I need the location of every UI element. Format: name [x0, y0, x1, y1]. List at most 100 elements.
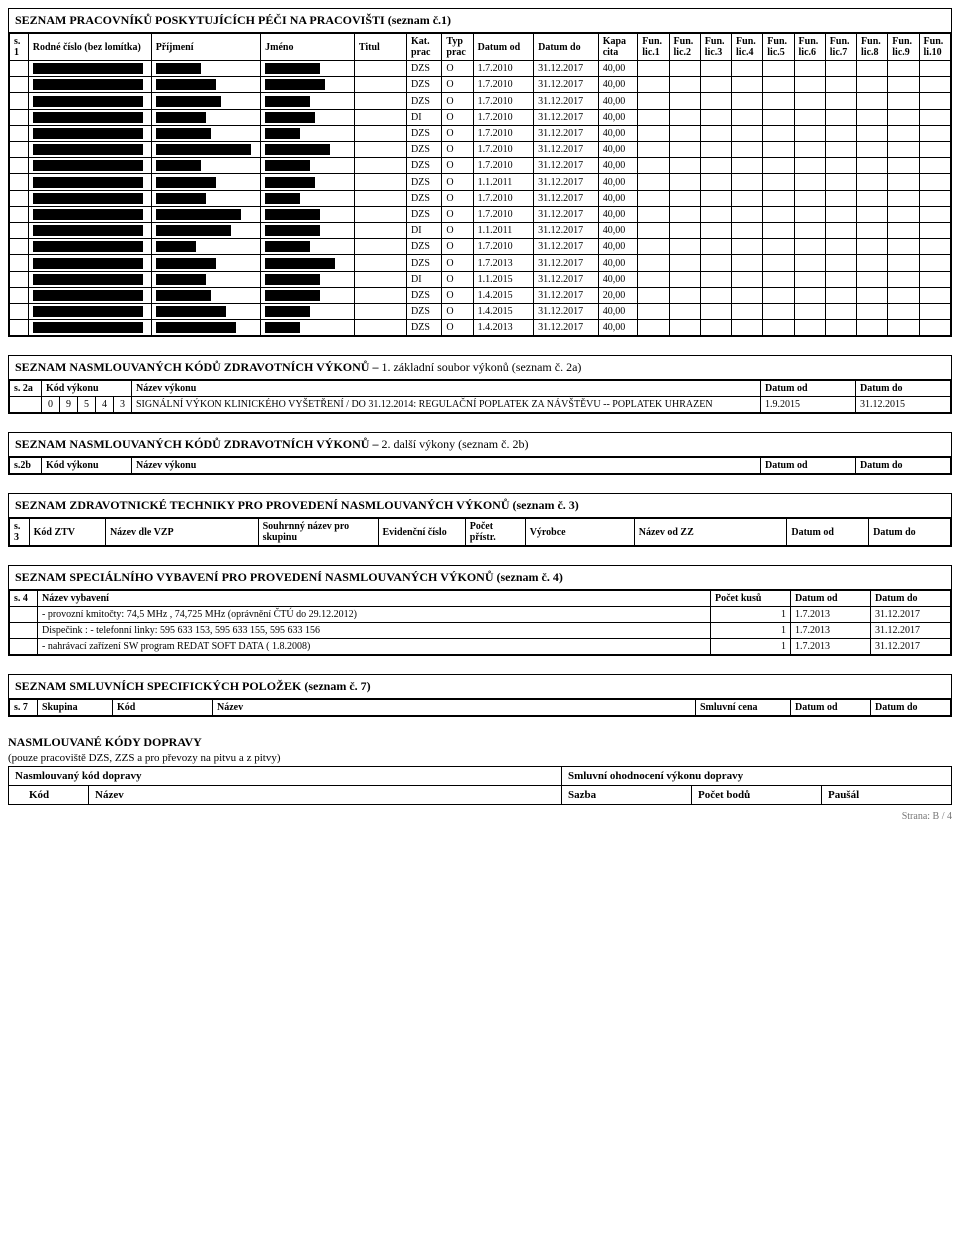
table-row: DZSO1.7.201031.12.201740,00: [10, 158, 951, 174]
cell: [888, 304, 919, 320]
cell: 1.7.2013: [791, 639, 871, 655]
cell: [857, 142, 888, 158]
section-7: SEZNAM SMLUVNÍCH SPECIFICKÝCH POLOŽEK (s…: [8, 674, 952, 717]
table-row: DZSO1.7.201031.12.201740,00: [10, 93, 951, 109]
redacted-text: [33, 258, 143, 269]
cell: [151, 142, 260, 158]
cell: DZS: [406, 239, 441, 255]
cell: [151, 271, 260, 287]
cell: O: [442, 287, 473, 303]
cell: [888, 174, 919, 190]
cell: [354, 77, 406, 93]
section-7-title: SEZNAM SMLUVNÍCH SPECIFICKÝCH POLOŽEK (s…: [9, 675, 951, 699]
cell: [919, 158, 950, 174]
cell: [261, 190, 355, 206]
cell: O: [442, 174, 473, 190]
cell: O: [442, 158, 473, 174]
h-3-nazevzz: Název od ZZ: [634, 519, 787, 546]
cell: [261, 271, 355, 287]
cell: [261, 239, 355, 255]
h-prijmeni: Příjmení: [151, 34, 260, 61]
kod-d2: 5: [78, 397, 96, 412]
cell: [669, 271, 700, 287]
table-2b: s.2b Kód výkonu Název výkonu Datum od Da…: [9, 457, 951, 474]
cell: [151, 174, 260, 190]
redacted-text: [265, 144, 330, 155]
table-row: DIO1.7.201031.12.201740,00: [10, 109, 951, 125]
cell: [919, 93, 950, 109]
cell: [825, 61, 856, 77]
h-2a-od: Datum od: [761, 381, 856, 397]
cell-2a-nazev: SIGNÁLNÍ VÝKON KLINICKÉHO VYŠETŘENÍ / DO…: [132, 397, 761, 413]
cell: [888, 190, 919, 206]
cell: DZS: [406, 255, 441, 271]
cell: [638, 158, 669, 174]
redacted-text: [33, 177, 143, 188]
cell: [669, 93, 700, 109]
cell: [638, 61, 669, 77]
cell: [825, 158, 856, 174]
cell: 40,00: [598, 304, 638, 320]
cell: [794, 142, 825, 158]
cell: 1.7.2010: [473, 206, 533, 222]
cell: [700, 61, 731, 77]
h-7-cena: Smluvní cena: [696, 700, 791, 716]
cell: [151, 158, 260, 174]
cell: [794, 206, 825, 222]
cell: 1.7.2013: [791, 623, 871, 639]
cell: [261, 206, 355, 222]
cell: [669, 158, 700, 174]
cell: [919, 271, 950, 287]
cell: DI: [406, 109, 441, 125]
section-2b-title-num: 2. další výkony (seznam č. 2b): [381, 437, 528, 451]
redacted-text: [265, 322, 300, 333]
h-7-do: Datum do: [871, 700, 951, 716]
redacted-text: [265, 209, 320, 220]
cell: 31.12.2017: [534, 320, 599, 336]
cell: [763, 93, 794, 109]
section-4: SEZNAM SPECIÁLNÍHO VYBAVENÍ PRO PROVEDEN…: [8, 565, 952, 656]
redacted-text: [265, 290, 320, 301]
section-2a-title: SEZNAM NASMLOUVANÝCH KÓDŮ ZDRAVOTNÍCH VÝ…: [9, 356, 951, 380]
table-row: Dispečink : - telefonní linky: 595 633 1…: [10, 623, 951, 639]
page-number: Strana: B / 4: [8, 805, 952, 822]
cell: [732, 206, 763, 222]
cell: [700, 287, 731, 303]
cell: [638, 320, 669, 336]
cell: [151, 77, 260, 93]
cell: DZS: [406, 61, 441, 77]
cell: [888, 93, 919, 109]
cell: [919, 304, 950, 320]
workers-table: s. 1 Rodné číslo (bez lomítka) Příjmení …: [9, 33, 951, 336]
h-7-nazev: Název: [213, 700, 696, 716]
cell: 31.12.2017: [534, 271, 599, 287]
cell: [261, 109, 355, 125]
cell: DZS: [406, 320, 441, 336]
cell: DZS: [406, 206, 441, 222]
h-3-s: s. 3: [10, 519, 30, 546]
table-row: DZSO1.7.201031.12.201740,00: [10, 61, 951, 77]
cell: 31.12.2017: [534, 77, 599, 93]
cell: [28, 287, 151, 303]
cell: [700, 206, 731, 222]
cell: 40,00: [598, 239, 638, 255]
cell: [732, 304, 763, 320]
cell: [857, 239, 888, 255]
cell: [28, 158, 151, 174]
redacted-text: [156, 290, 211, 301]
table-7-header: s. 7 Skupina Kód Název Smluvní cena Datu…: [10, 700, 951, 716]
redacted-text: [156, 209, 241, 220]
cell: [794, 239, 825, 255]
table-row: DZSO1.7.201331.12.201740,00: [10, 255, 951, 271]
cell: [10, 239, 29, 255]
h-4-nazev: Název vybavení: [38, 591, 711, 607]
cell: [763, 287, 794, 303]
cell: [919, 125, 950, 141]
cell: [888, 125, 919, 141]
cell: 31.12.2017: [871, 639, 951, 655]
cell: [669, 142, 700, 158]
kod-digits: 0 9 5 4 3: [42, 397, 131, 412]
redacted-text: [265, 63, 320, 74]
cell: [825, 77, 856, 93]
cell: [732, 125, 763, 141]
